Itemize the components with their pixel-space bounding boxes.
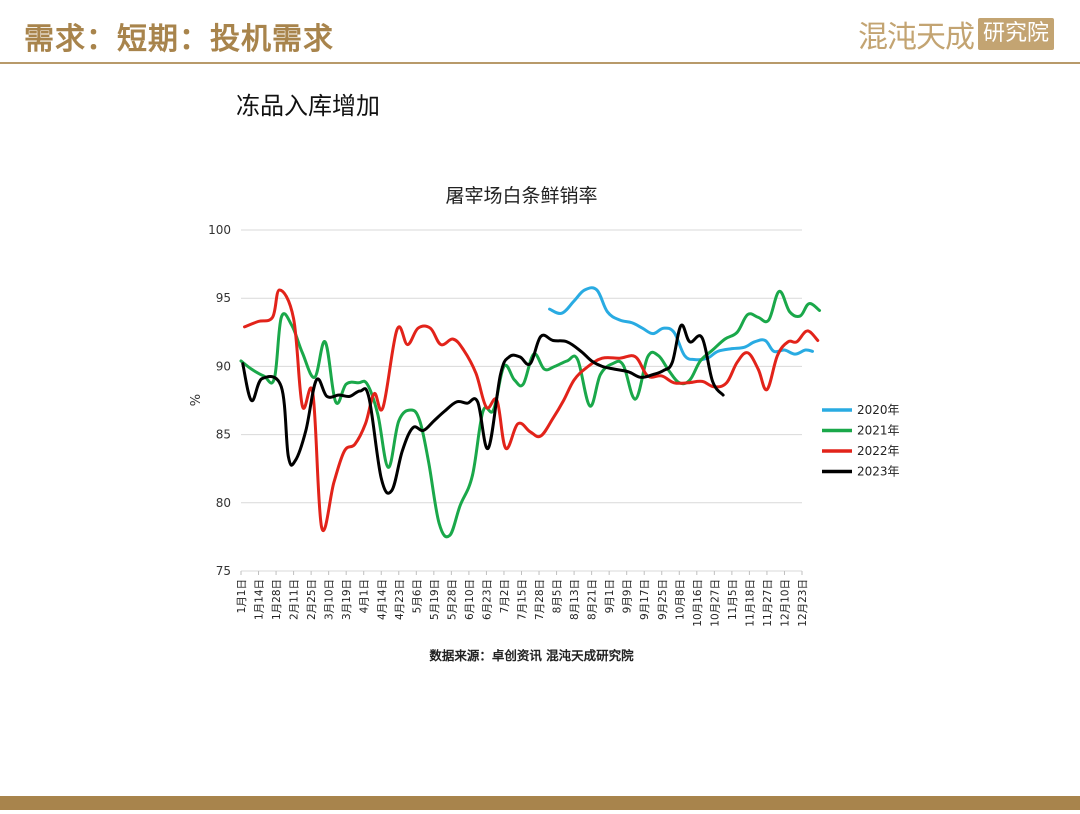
y-tick-label: 90 bbox=[216, 359, 231, 373]
y-tick-label: 75 bbox=[216, 564, 231, 578]
x-tick-label: 9月25日 bbox=[657, 579, 669, 620]
x-tick-label: 8月13日 bbox=[569, 579, 581, 620]
x-tick-label: 10月8日 bbox=[674, 579, 686, 620]
legend-label: 2020年 bbox=[857, 403, 900, 417]
x-tick-label: 12月10日 bbox=[779, 579, 791, 627]
logo-text: 混沌天成 bbox=[857, 20, 975, 55]
x-tick-label: 11月18日 bbox=[744, 579, 756, 627]
x-tick-label: 11月5日 bbox=[727, 579, 739, 620]
footer-bar bbox=[0, 796, 1080, 810]
x-tick-label: 2月11日 bbox=[289, 579, 301, 620]
page-title: 需求：短期：投机需求 bbox=[24, 22, 334, 57]
x-tick-label: 7月28日 bbox=[534, 579, 546, 620]
brand-logo: 混沌天成 研究院 bbox=[858, 16, 1054, 55]
x-tick-label: 2月25日 bbox=[306, 579, 318, 620]
legend-label: 2023年 bbox=[857, 465, 900, 479]
x-tick-label: 10月27日 bbox=[709, 579, 721, 627]
y-tick-label: 85 bbox=[216, 428, 231, 442]
y-axis-label: % bbox=[189, 394, 204, 406]
x-tick-label: 1月28日 bbox=[271, 579, 283, 620]
x-tick-label: 4月1日 bbox=[359, 579, 371, 613]
series-line bbox=[243, 288, 820, 532]
x-tick-label: 12月23日 bbox=[797, 579, 809, 627]
x-tick-label: 5月19日 bbox=[429, 579, 441, 620]
x-tick-label: 7月2日 bbox=[499, 579, 511, 613]
chart-title: 屠宰场白条鲜销率 bbox=[445, 185, 597, 207]
source-note: 数据来源：卓创资讯 混沌天成研究院 bbox=[428, 648, 634, 663]
logo-seal: 研究院 bbox=[977, 18, 1054, 50]
x-tick-label: 5月6日 bbox=[411, 579, 423, 613]
x-tick-label: 4月23日 bbox=[394, 579, 406, 620]
series-line bbox=[241, 323, 725, 495]
legend-label: 2021年 bbox=[857, 424, 900, 438]
header-divider bbox=[0, 62, 1080, 64]
x-tick-label: 1月14日 bbox=[254, 579, 266, 620]
header: 需求：短期：投机需求 混沌天成 研究院 bbox=[0, 0, 1080, 64]
x-tick-label: 10月16日 bbox=[692, 579, 704, 627]
x-tick-label: 7月15日 bbox=[517, 579, 529, 620]
y-tick-label: 95 bbox=[216, 291, 231, 305]
x-tick-label: 5月28日 bbox=[446, 579, 458, 620]
series-line bbox=[548, 286, 815, 362]
x-tick-label: 9月17日 bbox=[639, 579, 651, 620]
slide-subtitle: 冻品入库增加 bbox=[236, 92, 380, 120]
x-tick-label: 4月14日 bbox=[376, 579, 388, 620]
series-line bbox=[239, 289, 822, 539]
x-tick-label: 3月10日 bbox=[324, 579, 336, 620]
x-tick-label: 8月5日 bbox=[552, 579, 564, 613]
y-tick-label: 100 bbox=[208, 223, 231, 237]
x-tick-label: 11月27日 bbox=[762, 579, 774, 627]
legend-label: 2022年 bbox=[857, 444, 900, 458]
x-tick-label: 3月19日 bbox=[341, 579, 353, 620]
x-tick-label: 6月10日 bbox=[464, 579, 476, 620]
x-tick-label: 8月21日 bbox=[587, 579, 599, 620]
x-tick-label: 6月23日 bbox=[481, 579, 493, 620]
y-tick-label: 80 bbox=[216, 496, 231, 510]
x-tick-label: 9月1日 bbox=[604, 579, 616, 613]
x-tick-label: 9月9日 bbox=[622, 579, 634, 613]
x-tick-label: 1月1日 bbox=[236, 579, 248, 613]
